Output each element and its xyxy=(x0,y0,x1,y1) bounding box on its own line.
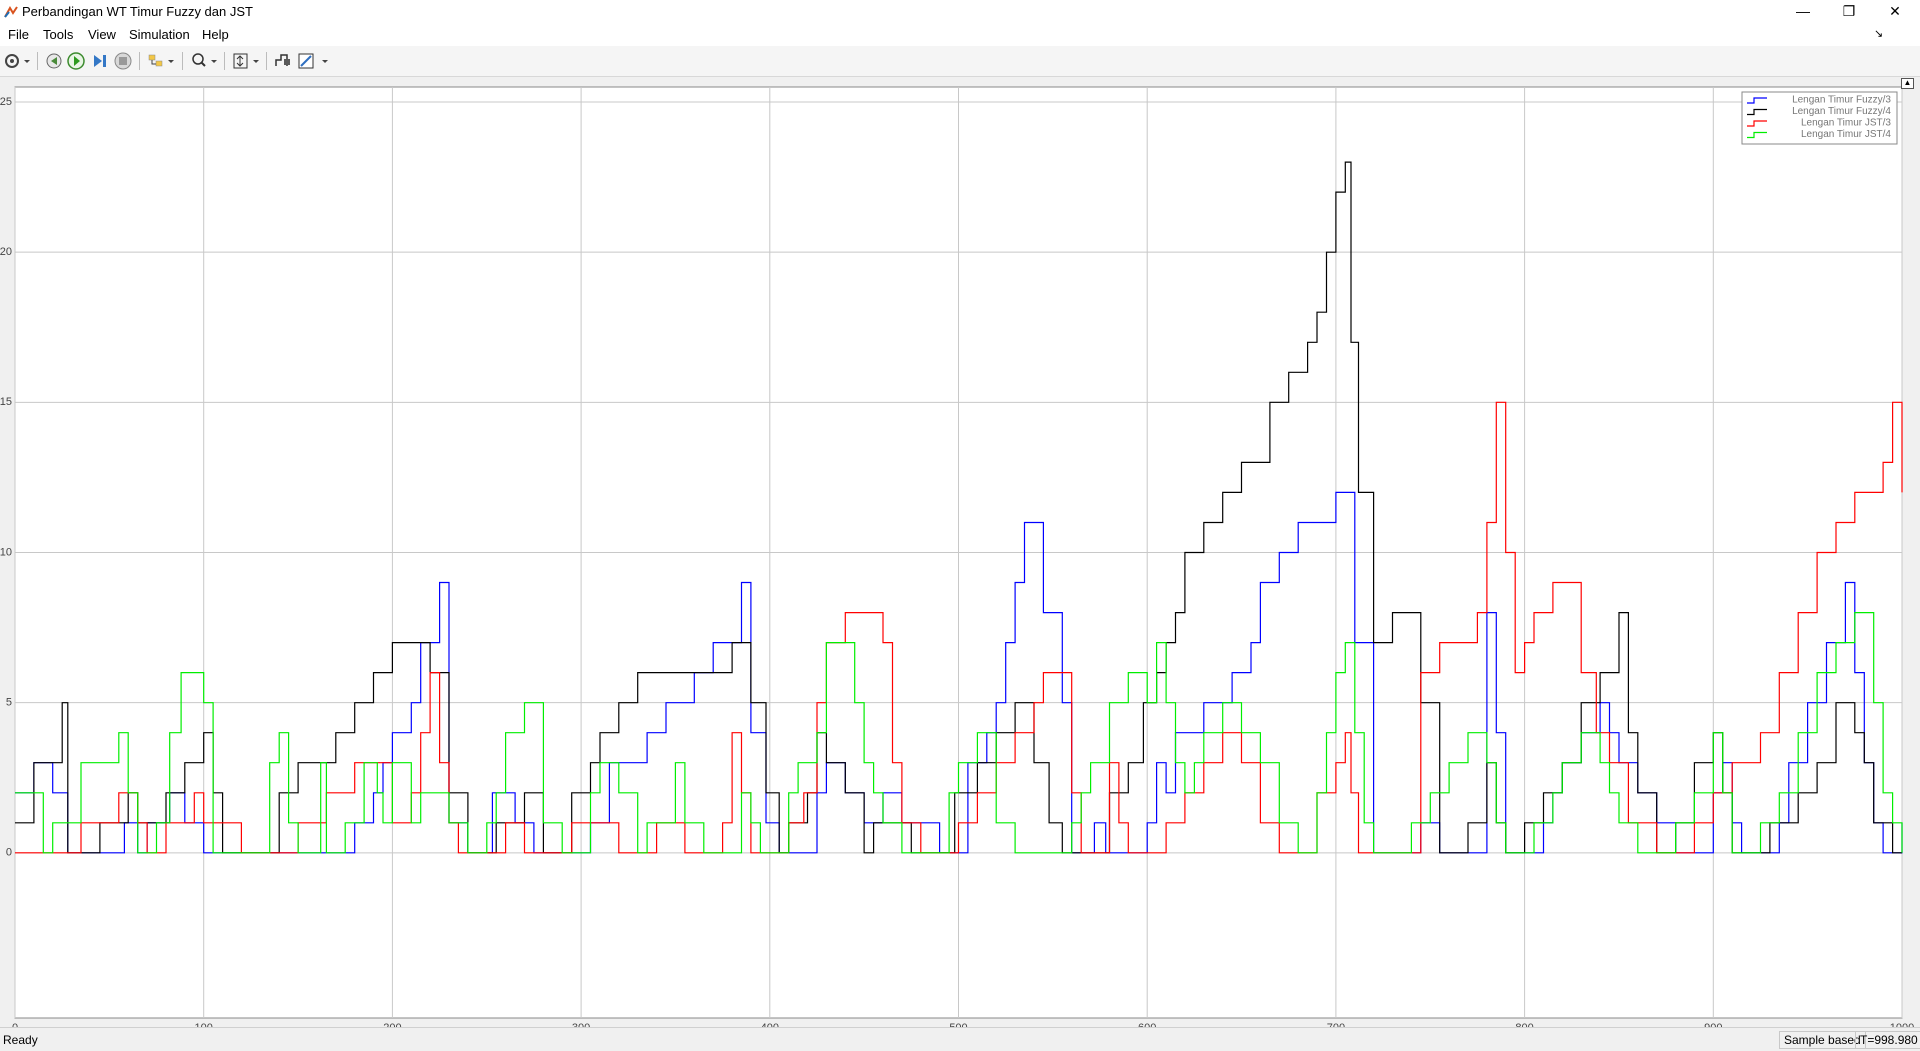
y-tick-label: 25 xyxy=(0,96,12,108)
sim-time: T=998.980 xyxy=(1855,1031,1920,1049)
legend-box xyxy=(1741,91,1898,145)
series-line-2 xyxy=(15,401,1903,854)
close-button[interactable]: ✕ xyxy=(1889,3,1901,19)
legend-swatch xyxy=(1747,131,1767,139)
zoom-icon[interactable] xyxy=(189,51,219,71)
minimize-button[interactable]: — xyxy=(1796,3,1810,19)
legend-entry: Lengan Timur JST/4 xyxy=(1801,129,1891,140)
y-tick-label: 10 xyxy=(0,546,12,558)
legend-entry: Lengan Timur Fuzzy/4 xyxy=(1792,106,1891,117)
legend-swatch xyxy=(1747,97,1767,104)
status-text: Ready xyxy=(3,1033,38,1047)
toolbar-separator xyxy=(182,52,183,70)
run-icon[interactable] xyxy=(66,51,86,71)
dock-icon[interactable]: ↘ xyxy=(1874,28,1884,40)
series-line-3 xyxy=(15,612,1903,854)
menu-view[interactable]: View xyxy=(88,27,116,42)
toolbar-separator xyxy=(266,52,267,70)
y-tick-label: 5 xyxy=(6,697,12,709)
stop-icon[interactable] xyxy=(113,51,133,71)
fit-view-icon[interactable] xyxy=(231,51,261,71)
menu-bar: File Tools View Simulation Help ↘ xyxy=(0,24,1920,46)
step-forward-icon[interactable] xyxy=(90,51,110,71)
sample-mode: Sample based xyxy=(1779,1031,1866,1049)
step-back-icon[interactable] xyxy=(44,51,64,71)
y-tick-label: 0 xyxy=(6,847,12,859)
legend-entry: Lengan Timur JST/3 xyxy=(1801,118,1891,129)
legend-swatch xyxy=(1747,120,1767,127)
legend-entry: Lengan Timur Fuzzy/3 xyxy=(1792,95,1891,106)
menu-file[interactable]: File xyxy=(8,27,29,42)
scope-chart[interactable]: 0100200300400500600700800900100005101520… xyxy=(0,77,1920,1034)
title-bar: Perbandingan WT Timur Fuzzy dan JST — ❐ … xyxy=(0,0,1920,24)
simulink-icon xyxy=(4,5,18,19)
toolbar-separator xyxy=(37,52,38,70)
menu-help[interactable]: Help xyxy=(202,27,229,42)
settings-icon[interactable] xyxy=(4,51,32,71)
expand-legend-icon[interactable]: ▲ xyxy=(1901,78,1914,89)
menu-simulation[interactable]: Simulation xyxy=(129,27,190,42)
triggers-icon[interactable] xyxy=(273,51,293,71)
toolbar-separator xyxy=(139,52,140,70)
legend-swatch xyxy=(1747,108,1767,116)
highlight-icon[interactable] xyxy=(146,51,176,71)
toolbar-separator xyxy=(224,52,225,70)
maximize-button[interactable]: ❐ xyxy=(1842,3,1856,19)
toolbar xyxy=(0,46,1920,77)
menu-tools[interactable]: Tools xyxy=(43,27,74,42)
status-bar: Ready Sample based T=998.980 xyxy=(0,1027,1920,1051)
y-tick-label: 20 xyxy=(0,246,12,258)
cursor-measure-icon[interactable] xyxy=(296,51,330,71)
scope-plot-area: 0100200300400500600700800900100005101520… xyxy=(0,77,1920,1034)
y-tick-label: 15 xyxy=(0,396,12,408)
window-title: Perbandingan WT Timur Fuzzy dan JST xyxy=(22,4,253,19)
